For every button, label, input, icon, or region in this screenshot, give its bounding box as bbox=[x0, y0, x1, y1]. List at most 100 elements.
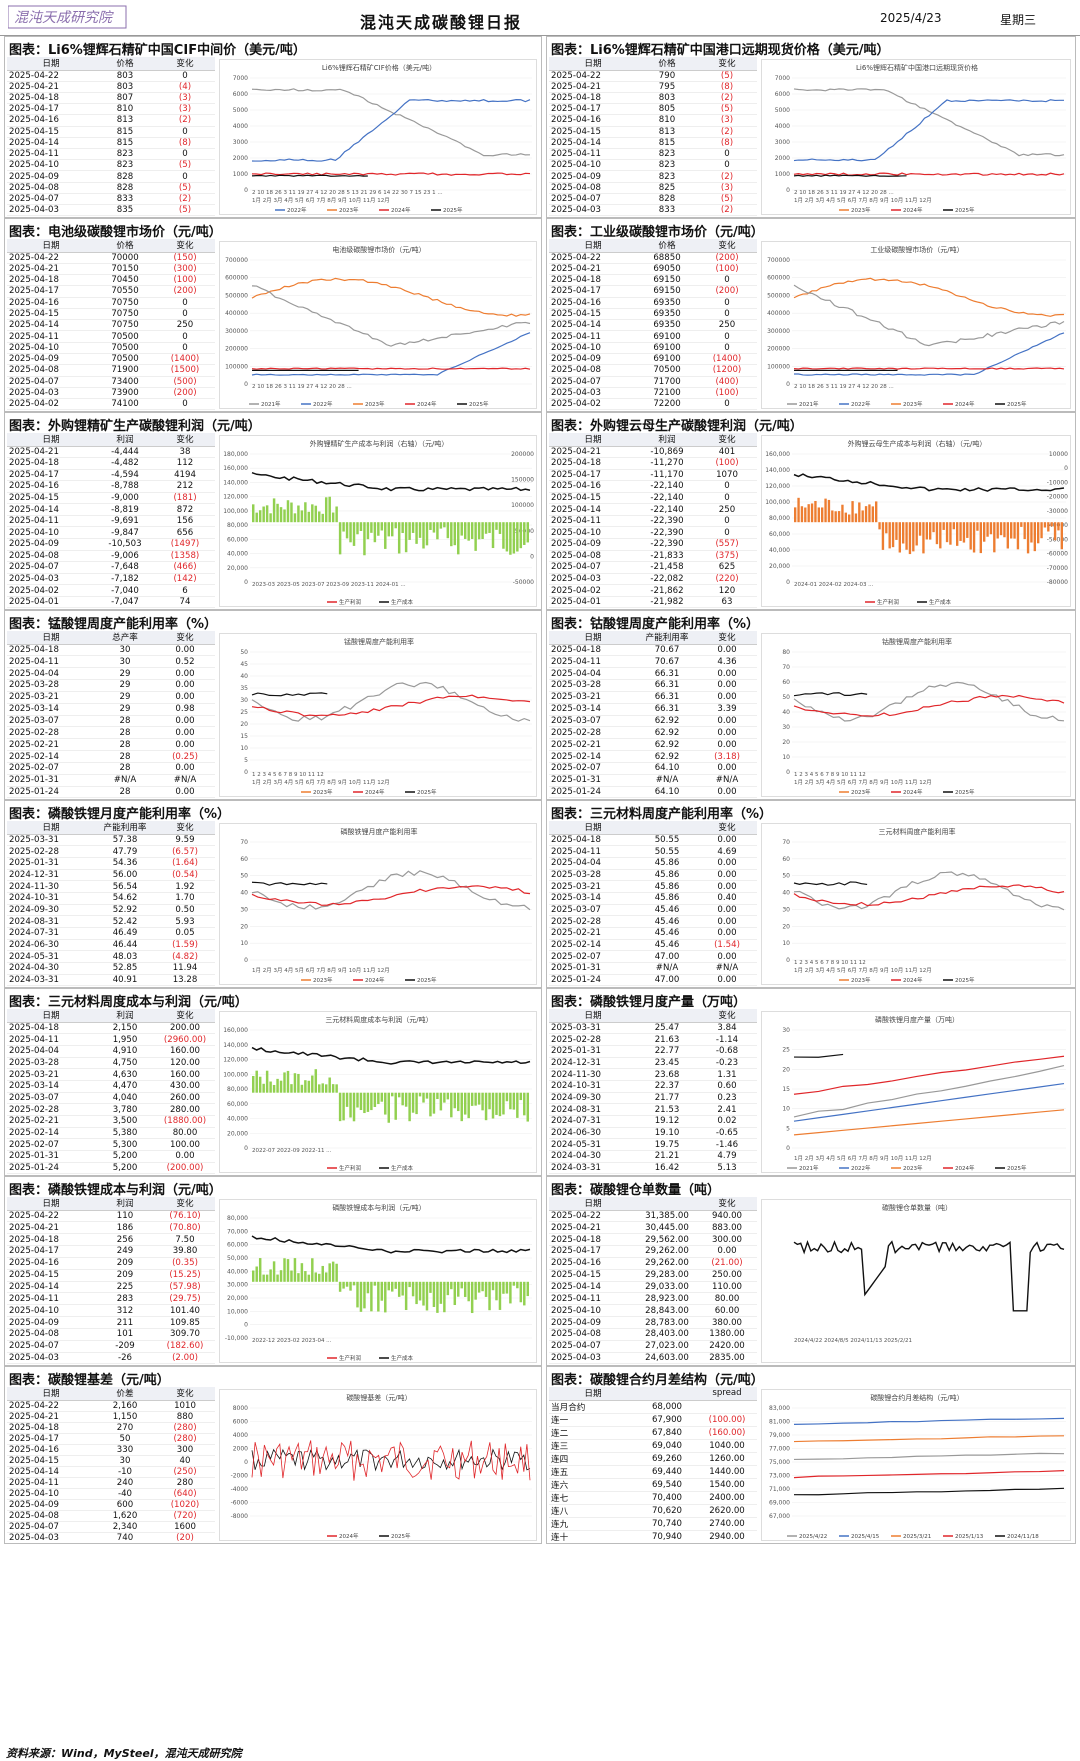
table-header: 变化 bbox=[697, 239, 757, 253]
profit-bar bbox=[1037, 522, 1040, 544]
profit-bar bbox=[258, 1258, 262, 1282]
profit-bar bbox=[509, 1092, 512, 1110]
profit-bar bbox=[460, 522, 463, 536]
table-cell: 1260.00 bbox=[697, 1452, 757, 1466]
profit-bar bbox=[502, 1281, 505, 1294]
y-tick-label: 140,000 bbox=[223, 1042, 248, 1049]
table-row: 2025-04-14 70750 250 bbox=[7, 319, 215, 332]
table-cell: (2) bbox=[697, 170, 757, 183]
series-line bbox=[251, 99, 531, 162]
table-row: 2025-04-11 -9,691 156 bbox=[7, 515, 215, 528]
table-cell: 0.60 bbox=[697, 1080, 757, 1093]
panel-p13: 图表：磷酸铁锂成本与利润（元/吨） 日期 利润 变化 2025-04-22 110 (76.… bbox=[4, 1176, 542, 1366]
table-row: 2025-03-07 28 0.00 bbox=[7, 715, 215, 728]
table-row: 2025-04-18 2,150 200.00 bbox=[7, 1022, 215, 1035]
table-cell: 2025-03-21 bbox=[7, 691, 95, 704]
table-header: 日期 bbox=[549, 239, 637, 253]
table-cell: (70.80) bbox=[155, 1221, 215, 1235]
profit-bar bbox=[307, 1274, 311, 1282]
y-tick-label: 0 bbox=[244, 769, 248, 776]
table-cell: 40.91 bbox=[95, 974, 155, 987]
table-cell: 2025-04-03 bbox=[7, 1532, 95, 1543]
table-cell: 330 bbox=[95, 1444, 155, 1456]
panel-title: 图表：三元材料周度成本与利润（元/吨） bbox=[9, 995, 248, 1010]
table-cell: 5.13 bbox=[697, 1162, 757, 1175]
table-cell: 70550 bbox=[95, 285, 155, 298]
profit-bar bbox=[505, 1092, 509, 1102]
table-cell: 19.12 bbox=[637, 1115, 697, 1128]
profit-bar bbox=[408, 522, 411, 540]
table-cell: 1070 bbox=[697, 469, 757, 482]
table-cell: 28,783.00 bbox=[637, 1316, 697, 1329]
table-cell: 2835.00 bbox=[697, 1352, 757, 1365]
table-cell: 0.00 bbox=[697, 738, 757, 752]
series-line bbox=[793, 884, 1065, 907]
profit-bar bbox=[962, 522, 966, 543]
series-line bbox=[793, 1109, 1065, 1136]
table-cell: 656 bbox=[155, 526, 215, 539]
table-row: 2024-04-30 52.85 11.94 bbox=[7, 962, 215, 975]
legend-label: 2024年 bbox=[365, 976, 385, 984]
table-row: 2025-04-14 69350 250 bbox=[549, 319, 757, 332]
table-cell: (8) bbox=[697, 81, 757, 93]
table-cell: 2940.00 bbox=[697, 1530, 757, 1543]
table-cell: 2024-09-30 bbox=[7, 904, 95, 917]
table-row: 2025-01-24 28 0.00 bbox=[7, 786, 215, 799]
profit-bar bbox=[491, 1281, 495, 1291]
x-tick-labels: 2024-01 2024-02 2024-03 ... bbox=[794, 582, 874, 588]
table-cell: 825 bbox=[637, 182, 697, 194]
profit-bar bbox=[422, 1281, 425, 1306]
y-tick-label: 0 bbox=[244, 1322, 248, 1329]
table-cell: 73900 bbox=[95, 387, 155, 400]
table-cell: 57.38 bbox=[95, 834, 155, 847]
table-row: 2025-04-18 807 (3) bbox=[7, 92, 215, 105]
table-cell: 2025-04-08 bbox=[7, 182, 95, 194]
table-cell: 2025-04-07 bbox=[549, 1340, 637, 1353]
y-tick-label: 180,000 bbox=[223, 451, 248, 458]
table-row: 2025-04-08 28,403.00 1380.00 bbox=[549, 1328, 757, 1341]
table-cell: -9,006 bbox=[95, 550, 155, 563]
table-cell: -9,691 bbox=[95, 515, 155, 528]
table-cell: 0 bbox=[155, 330, 215, 343]
table-cell: 2024-03-31 bbox=[549, 1162, 637, 1175]
table-row: 连六 69,540 1540.00 bbox=[549, 1478, 757, 1492]
table-cell: (2) bbox=[155, 193, 215, 206]
table-cell: (3) bbox=[155, 92, 215, 105]
table-cell: 813 bbox=[95, 114, 155, 127]
table-cell: -1.46 bbox=[697, 1138, 757, 1152]
profit-bar bbox=[979, 522, 982, 554]
panel-title: 图表：外购锂精矿生产碳酸锂利润（元/吨） bbox=[9, 419, 261, 434]
table-cell: 2025-04-16 bbox=[549, 114, 637, 127]
profit-bar bbox=[342, 522, 345, 532]
panel-title: 图表：电池级碳酸锂市场价（元/吨） bbox=[9, 225, 222, 240]
table-cell: -22,390 bbox=[637, 515, 697, 528]
table-cell: 2025-04-21 bbox=[7, 446, 95, 459]
chart-title: 三元材料周度成本与利润（元/吨） bbox=[325, 1015, 432, 1024]
table-cell: 连七 bbox=[549, 1491, 637, 1505]
table-cell: (5) bbox=[697, 193, 757, 206]
table-header: 变化 bbox=[155, 239, 215, 253]
profit-bar bbox=[1006, 522, 1009, 549]
table-row: 2025-04-02 -21,862 120 bbox=[549, 584, 757, 597]
profit-bar bbox=[505, 1281, 509, 1294]
table-row: 2025-04-22 31,385.00 940.00 bbox=[549, 1210, 757, 1223]
table-row: 2025-02-21 45.46 0.00 bbox=[549, 927, 757, 940]
table-cell: 70,400 bbox=[637, 1491, 697, 1505]
table-cell: 0.00 bbox=[697, 786, 757, 799]
table-cell: 249 bbox=[95, 1245, 155, 1258]
report-date: 2025/4/23 bbox=[880, 11, 942, 25]
x-tick-labels: 1 2 3 4 5 6 7 8 9 10 11 12 bbox=[252, 772, 324, 778]
table-row: 2025-02-28 28 0.00 bbox=[7, 726, 215, 740]
table-cell: 69350 bbox=[637, 319, 697, 332]
y-tick-label: 2000 bbox=[775, 155, 790, 162]
y-tick-label: 30 bbox=[782, 906, 790, 913]
panel-p6: 图表：外购锂云母生产碳酸锂利润（元/吨） 日期 利润 变化 2025-04-21 -10,… bbox=[546, 412, 1076, 610]
profit-bar bbox=[391, 1281, 394, 1292]
profit-bar bbox=[359, 522, 363, 531]
table-cell: 2025-03-07 bbox=[549, 715, 637, 728]
profit-bar bbox=[976, 522, 979, 531]
table-cell: 0.00 bbox=[697, 726, 757, 740]
y-right-tick-label: -70000 bbox=[1047, 565, 1068, 572]
y-tick-label: 50 bbox=[240, 649, 248, 656]
